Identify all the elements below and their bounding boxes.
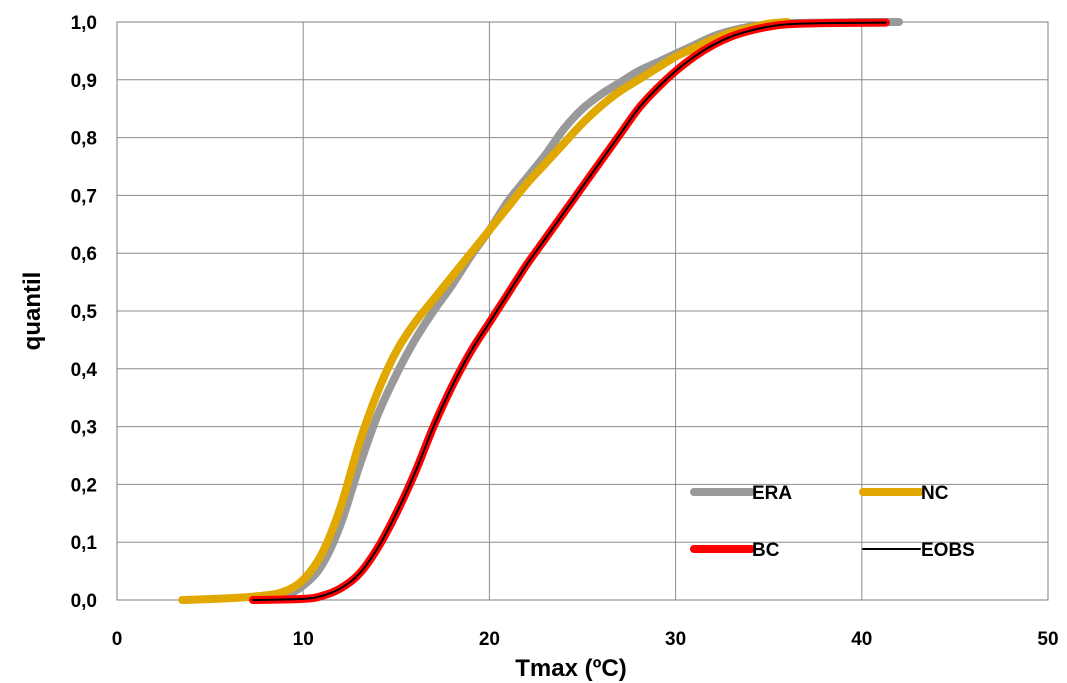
y-axis-ticks: 0,0 0,1 0,2 0,3 0,4 0,5 0,6 0,7 0,8 0,9 1,0 xyxy=(71,13,98,612)
legend-label-bc: BC xyxy=(752,540,780,561)
x-tick-label: 30 xyxy=(665,629,686,650)
legend: ERA NC BC EOBS xyxy=(690,483,975,561)
plot-area-border xyxy=(116,21,1049,601)
series-layer xyxy=(178,17,904,604)
series-line-eobs xyxy=(251,21,888,601)
y-tick-label: 1,0 xyxy=(71,13,97,34)
y-tick-label: 0,9 xyxy=(71,71,97,92)
x-tick-label: 50 xyxy=(1037,629,1058,650)
y-tick-label: 0,8 xyxy=(71,129,97,150)
y-tick-label: 0,2 xyxy=(71,475,97,496)
y-tick-label: 0,4 xyxy=(71,360,98,381)
series-line-nc xyxy=(178,18,792,604)
x-axis-title: Tmax (ºC) xyxy=(515,655,626,682)
y-tick-label: 0,1 xyxy=(71,533,98,554)
x-tick-label: 10 xyxy=(293,629,314,650)
x-tick-label: 0 xyxy=(112,629,123,650)
legend-label-nc: NC xyxy=(921,483,949,504)
x-axis-ticks: 0 10 20 30 40 50 xyxy=(112,629,1059,650)
y-tick-label: 0,0 xyxy=(71,591,97,612)
x-tick-label: 20 xyxy=(479,629,500,650)
y-tick-label: 0,3 xyxy=(71,418,97,439)
legend-label-era: ERA xyxy=(752,483,792,504)
x-tick-label: 40 xyxy=(851,629,872,650)
y-tick-label: 0,7 xyxy=(71,186,97,207)
legend-label-eobs: EOBS xyxy=(921,540,975,561)
y-tick-label: 0,6 xyxy=(71,244,97,265)
y-axis-title: quantil xyxy=(19,272,46,351)
y-tick-label: 0,5 xyxy=(71,302,98,323)
